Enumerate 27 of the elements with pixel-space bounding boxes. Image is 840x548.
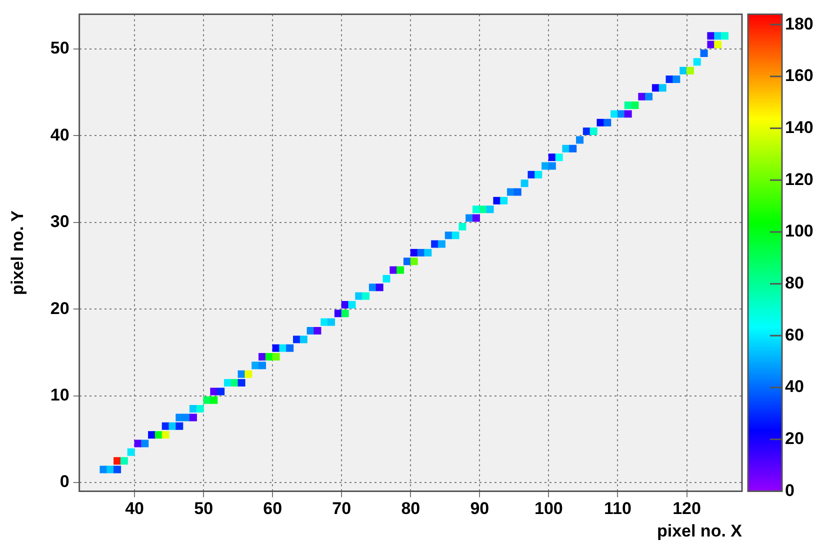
color-bar-label: 40 — [785, 377, 804, 396]
y-tick-label: 30 — [50, 212, 70, 232]
x-axis-title: pixel no. X — [656, 521, 743, 540]
color-bar-label: 100 — [785, 222, 814, 241]
y-tick-label: 20 — [50, 298, 70, 318]
x-tick-label: 100 — [534, 499, 563, 518]
x-tick-label: 120 — [672, 499, 701, 518]
color-bar-label: 160 — [785, 66, 814, 86]
x-tick-label: 90 — [470, 499, 490, 518]
color-bar-label: 0 — [785, 480, 794, 500]
color-bar-label: 140 — [785, 118, 814, 137]
x-tick-label: 80 — [401, 499, 420, 518]
y-tick-label: 0 — [60, 472, 70, 492]
x-tick-label: 50 — [194, 499, 214, 518]
color-bar-label: 60 — [785, 325, 804, 344]
color-bar-label: 80 — [785, 273, 804, 292]
y-tick-label: 50 — [50, 38, 70, 58]
y-axis-title: pixel no. Y — [8, 210, 27, 296]
x-tick-label: 110 — [604, 499, 632, 518]
x-tick-label: 60 — [263, 499, 282, 518]
y-tick-label: 10 — [50, 385, 70, 404]
color-bar-label: 120 — [785, 170, 814, 189]
x-tick-label: 40 — [125, 499, 144, 518]
color-bar-label: 180 — [785, 14, 814, 34]
y-tick-label: 40 — [50, 125, 70, 144]
x-tick-label: 70 — [332, 499, 352, 518]
color-bar-label: 20 — [785, 429, 804, 448]
